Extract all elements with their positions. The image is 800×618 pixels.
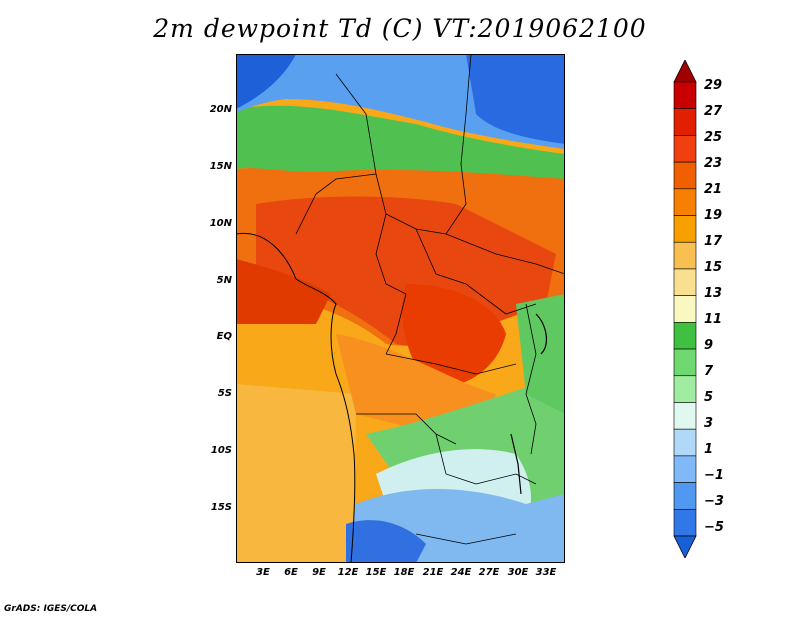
colorbar-segment (673, 482, 697, 510)
colorbar-top-arrow (673, 60, 697, 83)
chart-title: 2m dewpoint Td (C) VT:2019062100 (153, 14, 647, 43)
lon-label: 15E (365, 567, 387, 578)
lat-label: 5S (217, 388, 232, 399)
congo-orange (336, 334, 496, 435)
colorbar-label: 9 (704, 338, 714, 353)
lon-label: 33E (535, 567, 557, 578)
lat-label: 10N (209, 218, 232, 229)
lon-label: 3E (256, 567, 270, 578)
colorbar-label: 29 (704, 78, 723, 93)
colorbar-segment (673, 268, 697, 296)
colorbar-segment (673, 135, 697, 163)
lon-label: 21E (422, 567, 444, 578)
colorbar-segment (673, 108, 697, 136)
coastline (236, 232, 356, 563)
lat-label: 5N (216, 275, 232, 286)
colorbar-bottom-arrow (673, 535, 697, 558)
lon-label: 18E (393, 567, 415, 578)
colorbar-label: −5 (704, 520, 724, 535)
colorbar-segment (673, 428, 697, 457)
northeast-dark-blue (466, 54, 565, 144)
colorbar-segment (673, 295, 697, 323)
grads-credit: GrADS: IGES/COLA (4, 604, 98, 614)
colorbar-segment (673, 322, 697, 350)
lon-label: 12E (337, 567, 359, 578)
northwest-dark-blue (236, 54, 296, 109)
lake-lines (510, 313, 548, 495)
colorbar-label: 27 (704, 104, 723, 119)
colorbar-label: 5 (704, 390, 714, 405)
lon-label: 24E (450, 567, 472, 578)
southwest-dark-blue (346, 520, 426, 563)
west-coast-red (236, 259, 331, 324)
lat-label: 15N (209, 161, 232, 172)
colorbar-segment (673, 241, 697, 270)
sahara-green-band (236, 105, 565, 179)
lat-label: 20N (209, 104, 232, 115)
colorbar-segment (673, 188, 697, 216)
dewpoint-map (236, 54, 565, 563)
colorbar-segment (673, 402, 697, 430)
colorbar-label: 17 (704, 234, 723, 249)
colorbar-label: 13 (704, 286, 723, 301)
south-atlantic-field (236, 384, 356, 563)
lat-label: EQ (216, 331, 232, 342)
colorbar-label: 25 (704, 130, 723, 145)
colorbar-label: 3 (704, 416, 714, 431)
colorbar-label: 15 (704, 260, 723, 275)
lon-label: 6E (284, 567, 298, 578)
colorbar-label: 7 (704, 364, 714, 379)
colorbar-label: 23 (704, 156, 723, 171)
border-lines (295, 54, 565, 545)
colorbar-label: −3 (704, 494, 724, 509)
colorbar-label: 19 (704, 208, 723, 223)
colorbar-segment (673, 455, 697, 483)
lon-label: 27E (478, 567, 500, 578)
colorbar-segment (673, 348, 697, 377)
colorbar-segment (673, 215, 697, 243)
lat-label: 15S (210, 502, 232, 513)
colorbar-label: 11 (704, 312, 723, 327)
colorbar-segment (673, 375, 697, 403)
colorbar-label: −1 (704, 468, 724, 483)
lat-label: 10S (210, 445, 232, 456)
colorbar-segment (673, 161, 697, 190)
lon-label: 9E (312, 567, 326, 578)
colorbar (673, 60, 697, 558)
colorbar-segment (673, 508, 697, 537)
colorbar-segment (673, 81, 697, 110)
lon-label: 30E (507, 567, 529, 578)
colorbar-label: 21 (704, 182, 723, 197)
congo-red (402, 284, 506, 387)
colorbar-label: 1 (704, 442, 714, 457)
